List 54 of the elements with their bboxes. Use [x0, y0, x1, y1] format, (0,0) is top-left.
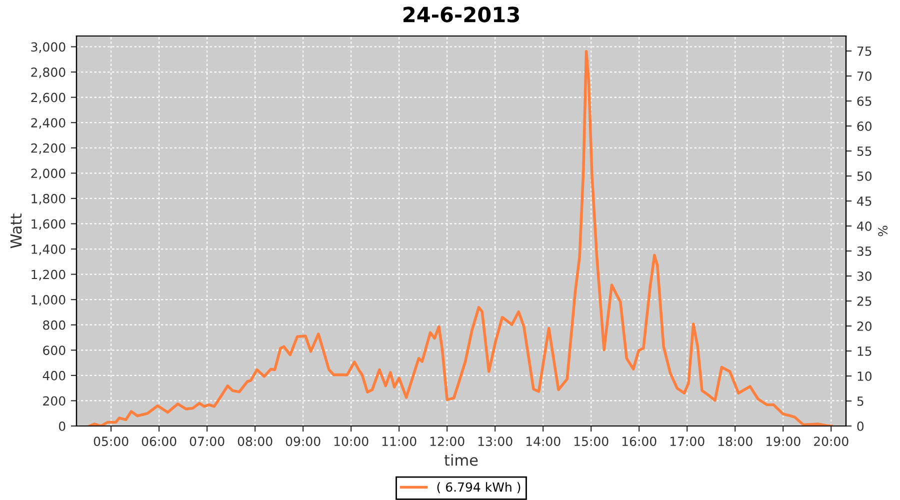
x-tick-label: 16:00	[622, 436, 656, 446]
y-tick-label: 800	[43, 320, 66, 330]
y-tick-label: 2,800	[31, 68, 66, 78]
x-tick-label: 18:00	[718, 436, 752, 446]
y2-tick-label: 45	[857, 196, 872, 206]
y-tick-label: 1,000	[32, 295, 66, 306]
y2-tick-label: 40	[857, 221, 872, 231]
x-tick-label: 08:00	[238, 436, 272, 446]
y-tick-label: 0	[58, 421, 66, 431]
y-tick-label: 200	[43, 396, 66, 406]
y-tick-label: 1,400	[32, 244, 66, 256]
y2-tick-label: 25	[857, 296, 872, 306]
y2-tick-label: 70	[857, 71, 872, 81]
y2-tick-label: 15	[858, 346, 872, 356]
y2-tick-label: 75	[857, 46, 872, 56]
x-tick-label: 14:00	[526, 436, 560, 446]
y2-tick-label: 5	[857, 396, 864, 406]
y2-tick-label: 55	[857, 146, 872, 156]
x-tick-label: 10:00	[334, 436, 368, 446]
y2-tick-label: 30	[857, 271, 872, 281]
x-tick-label: 20:00	[814, 436, 848, 446]
y-tick-label: 400	[42, 370, 66, 380]
y2-axis-title: %	[878, 226, 888, 236]
y-tick-label: 3,000	[31, 42, 66, 53]
x-tick-label: 05:00	[94, 436, 128, 446]
x-tick-label: 13:00	[478, 436, 512, 446]
x-tick-label: 19:00	[766, 436, 800, 446]
y-tick-label: 2,000	[31, 168, 66, 180]
x-tick-label: 06:00	[142, 436, 176, 446]
chart-title: 24-6-2013	[404, 6, 519, 22]
x-axis-title: time	[444, 454, 478, 466]
y2-tick-label: 60	[857, 121, 872, 131]
y-axis-title: Watt	[10, 214, 22, 248]
y-tick-label: 1,600	[32, 219, 66, 230]
y2-tick-label: 0	[857, 421, 864, 431]
y2-tick-label: 20	[857, 321, 872, 331]
y-tick-label: 2,200	[31, 143, 66, 154]
legend-label: ( 6.794 kWh )	[437, 482, 520, 494]
x-tick-label: 09:00	[286, 436, 320, 446]
y-tick-label: 2,600	[31, 92, 66, 104]
x-tick-label: 12:00	[430, 436, 464, 446]
y-tick-label: 2,400	[31, 118, 66, 129]
x-tick-label: 11:00	[382, 436, 416, 446]
y-tick-label: 1,800	[32, 194, 66, 205]
y2-tick-label: 65	[857, 96, 872, 106]
y2-tick-label: 50	[857, 171, 872, 181]
x-tick-label: 17:00	[670, 436, 704, 446]
x-tick-label: 15:00	[574, 436, 608, 446]
y2-tick-label: 35	[857, 246, 872, 256]
y2-tick-label: 10	[858, 371, 872, 381]
line-series	[88, 50, 833, 426]
x-tick-label: 07:00	[190, 436, 224, 446]
y-tick-label: 600	[43, 346, 66, 356]
y-tick-label: 1,200	[32, 270, 66, 280]
